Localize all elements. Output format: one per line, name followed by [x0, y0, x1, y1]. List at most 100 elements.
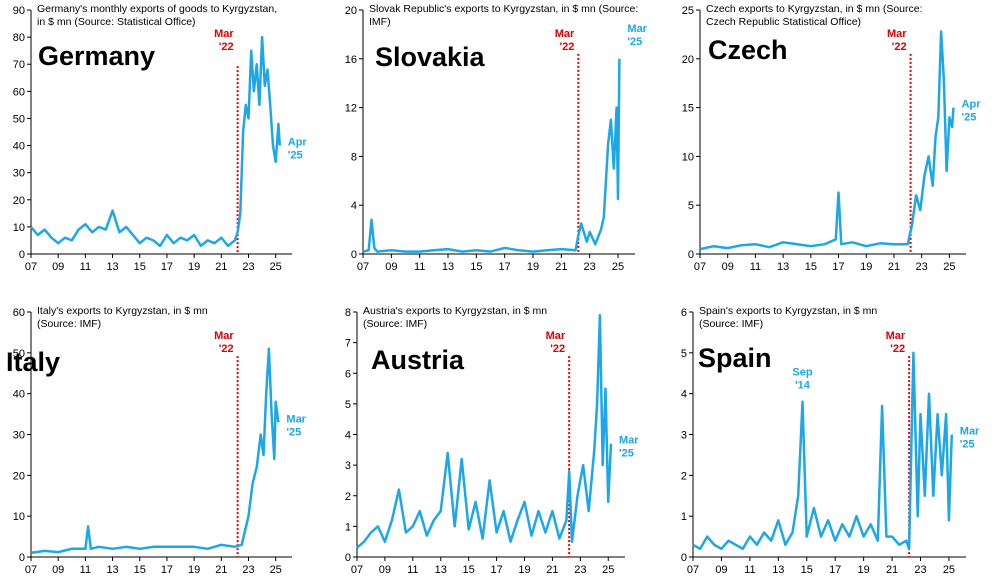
chart-slovakia: Slovak Republic's exports to Kyrgyzstan,… — [345, 3, 648, 273]
czech-event-label: Mar — [887, 28, 907, 40]
germany-y-tick-label: 40 — [13, 141, 25, 153]
germany-x-tick-label: 19 — [188, 261, 200, 273]
czech-x-tick-label: 17 — [832, 261, 844, 273]
spain-x-tick-label: 11 — [744, 564, 755, 576]
italy-title-line: (Source: IMF) — [37, 318, 101, 330]
slovakia-x-tick-label: 17 — [499, 261, 511, 273]
spain-x-tick-label: 17 — [829, 564, 841, 576]
czech-x-tick-label: 21 — [888, 261, 900, 273]
germany-country-label: Germany — [38, 41, 155, 71]
italy-country-label: Italy — [6, 347, 60, 377]
germany-x-tick-label: 11 — [80, 261, 91, 273]
germany-series-line — [30, 35, 282, 248]
italy-end-label: Mar — [286, 413, 306, 425]
czech-country-label: Czech — [708, 35, 788, 65]
germany-event-label: '22 — [219, 41, 234, 53]
chart-germany: Germany's monthly exports of goods to Ky… — [13, 3, 308, 273]
czech-event-label: '22 — [892, 41, 907, 53]
slovakia-series-line — [362, 58, 621, 253]
spain-x-tick-label: 07 — [687, 564, 699, 576]
czech-end-label: Apr — [962, 99, 982, 111]
austria-event-label: '22 — [550, 343, 565, 355]
spain-y-tick-label: 2 — [681, 470, 687, 482]
germany-y-tick-label: 90 — [13, 5, 25, 17]
spain-event-label: '22 — [890, 343, 905, 355]
germany-event-label: Mar — [214, 28, 234, 40]
austria-x-tick-label: 21 — [546, 564, 558, 576]
austria-y-tick-label: 1 — [345, 521, 351, 533]
czech-series-line — [699, 30, 955, 251]
slovakia-country-label: Slovakia — [375, 42, 486, 72]
slovakia-y-tick-label: 16 — [345, 54, 357, 66]
slovakia-x-tick-label: 11 — [414, 261, 425, 273]
slovakia-y-tick-label: 8 — [351, 151, 357, 163]
germany-y-tick-label: 20 — [13, 195, 25, 207]
italy-x-tick-label: 15 — [134, 564, 146, 576]
czech-y-tick-label: 5 — [688, 200, 694, 212]
slovakia-x-tick-label: 13 — [442, 261, 454, 273]
austria-series-line — [356, 313, 613, 549]
italy-event-label: Mar — [214, 330, 234, 342]
austria-x-tick-label: 07 — [351, 564, 363, 576]
austria-x-tick-label: 17 — [490, 564, 502, 576]
austria-y-tick-label: 3 — [345, 460, 351, 472]
spain-y-tick-label: 6 — [681, 307, 687, 319]
italy-y-tick-label: 0 — [19, 552, 25, 564]
czech-x-tick-label: 11 — [750, 261, 761, 273]
czech-title-line: Czech Republic Statistical Office) — [706, 16, 861, 28]
germany-y-tick-label: 60 — [13, 86, 25, 98]
italy-x-tick-label: 13 — [106, 564, 118, 576]
germany-y-tick-label: 30 — [13, 168, 25, 180]
chart-spain: Spain's exports to Kyrgyzstan, in $ mn(S… — [681, 305, 980, 576]
germany-x-tick-label: 25 — [270, 261, 282, 273]
spain-y-tick-label: 5 — [681, 348, 687, 360]
czech-title-line: Czech exports to Kyrgyzstan, in $ mn (So… — [706, 3, 923, 15]
czech-x-tick-label: 07 — [694, 261, 706, 273]
italy-y-tick-label: 20 — [13, 470, 25, 482]
czech-y-tick-label: 15 — [682, 103, 694, 115]
slovakia-x-tick-label: 25 — [612, 261, 624, 273]
spain-x-tick-label: 13 — [772, 564, 784, 576]
slovakia-end-label: Mar — [627, 23, 647, 35]
slovakia-event-label: Mar — [555, 28, 575, 40]
spain-x-tick-label: 25 — [943, 564, 955, 576]
germany-x-tick-label: 13 — [106, 261, 118, 273]
germany-y-tick-label: 80 — [13, 32, 25, 44]
slovakia-x-tick-label: 19 — [527, 261, 539, 273]
czech-x-tick-label: 09 — [722, 261, 734, 273]
germany-x-tick-label: 23 — [242, 261, 254, 273]
italy-y-tick-label: 10 — [13, 511, 25, 523]
slovakia-x-tick-label: 23 — [584, 261, 596, 273]
germany-end-label: '25 — [288, 150, 303, 162]
austria-x-tick-label: 25 — [602, 564, 614, 576]
slovakia-end-label: '25 — [627, 36, 642, 48]
austria-y-tick-label: 4 — [345, 430, 351, 442]
austria-y-tick-label: 2 — [345, 491, 351, 503]
spain-country-label: Spain — [698, 343, 772, 373]
italy-y-tick-label: 40 — [13, 389, 25, 401]
spain-title-line: (Source: IMF) — [699, 318, 763, 330]
italy-x-tick-label: 21 — [215, 564, 227, 576]
austria-end-label: '25 — [619, 448, 634, 460]
slovakia-x-tick-label: 21 — [555, 261, 567, 273]
slovakia-x-tick-label: 09 — [385, 261, 397, 273]
austria-y-tick-label: 7 — [345, 338, 351, 350]
italy-x-tick-label: 09 — [52, 564, 64, 576]
spain-event-label: Mar — [886, 330, 906, 342]
italy-x-tick-label: 11 — [80, 564, 91, 576]
italy-event-label: '22 — [219, 343, 234, 355]
spain-title-line: Spain's exports to Kyrgyzstan, in $ mn — [699, 305, 877, 317]
spain-end-label: Mar — [960, 426, 980, 438]
slovakia-x-tick-label: 15 — [470, 261, 482, 273]
italy-series-line — [30, 347, 280, 555]
czech-x-tick-label: 15 — [805, 261, 817, 273]
spain-spike-label: Sep — [792, 366, 812, 378]
italy-y-tick-label: 30 — [13, 430, 25, 442]
slovakia-x-tick-label: 07 — [357, 261, 369, 273]
austria-country-label: Austria — [371, 345, 465, 375]
spain-x-tick-label: 15 — [801, 564, 813, 576]
germany-title-line: Germany's monthly exports of goods to Ky… — [37, 3, 277, 15]
czech-y-tick-label: 20 — [682, 54, 694, 66]
chart-czech: Czech exports to Kyrgyzstan, in $ mn (So… — [682, 3, 982, 273]
chart-austria: Austria's exports to Kyrgyzstan, in $ mn… — [345, 305, 639, 576]
